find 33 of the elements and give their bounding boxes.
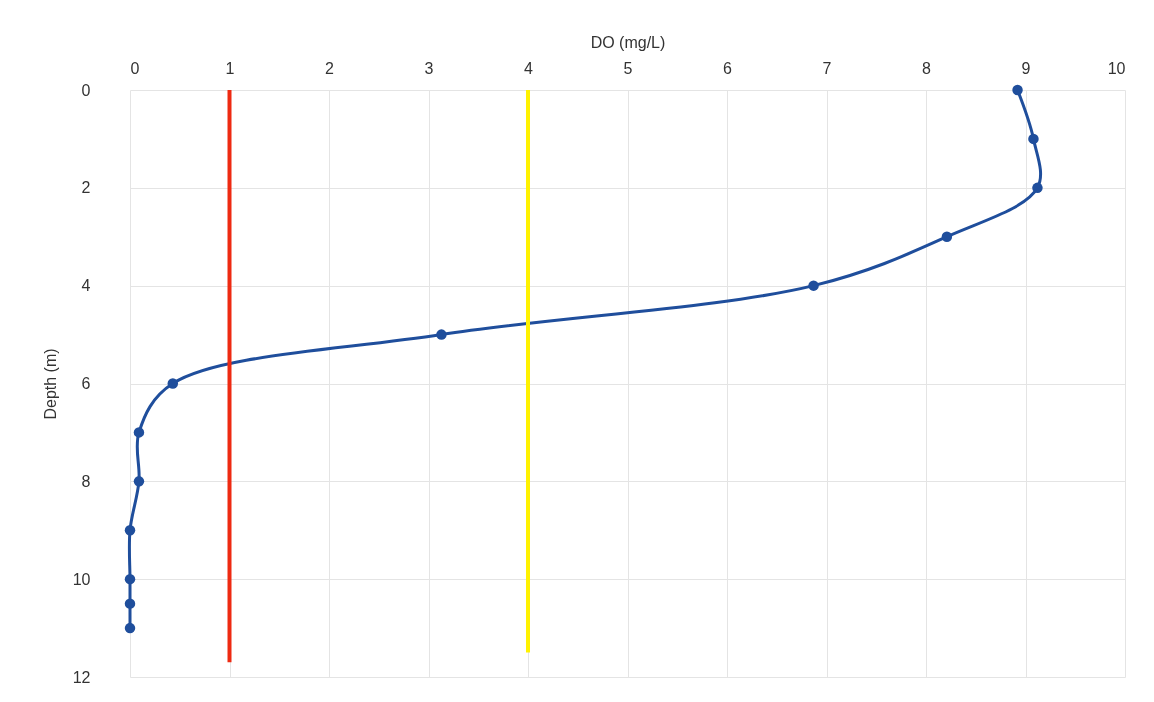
- point: [124, 598, 136, 609]
- point: [941, 231, 953, 242]
- point: [124, 525, 136, 536]
- y-tick-label: 0: [81, 81, 91, 99]
- x-tick-label: 6: [723, 59, 733, 77]
- x-tick-label: 0: [130, 59, 140, 77]
- x-tick-label: 2: [325, 59, 335, 77]
- point: [808, 280, 819, 291]
- y-tick-label: 8: [81, 472, 91, 490]
- point: [1032, 182, 1043, 194]
- point: [1028, 133, 1039, 145]
- y-axis-title: Depth (m): [41, 348, 59, 420]
- y-tick-label: 6: [81, 375, 91, 392]
- point: [1012, 84, 1023, 96]
- point: [167, 378, 179, 389]
- x-axis-title: DO (mg/L): [590, 33, 666, 51]
- x-tick-label: 9: [1021, 59, 1031, 77]
- y-tick-label: 10: [72, 570, 91, 588]
- x-tick-label: 5: [623, 59, 633, 77]
- x-tick-label: 8: [922, 59, 932, 77]
- y-tick-label: 12: [72, 668, 91, 686]
- x-tick-label: 10: [1107, 59, 1126, 77]
- point: [133, 476, 145, 487]
- x-tick-label: 4: [524, 59, 534, 77]
- y-tick-label: 2: [81, 179, 91, 197]
- point: [436, 329, 447, 340]
- x-tick-label: 3: [424, 59, 434, 77]
- y-tick-label: 4: [81, 277, 91, 295]
- point: [124, 573, 136, 585]
- point: [124, 622, 136, 634]
- point: [133, 427, 145, 438]
- x-tick-label: 1: [225, 59, 235, 77]
- x-tick-label: 7: [822, 59, 832, 77]
